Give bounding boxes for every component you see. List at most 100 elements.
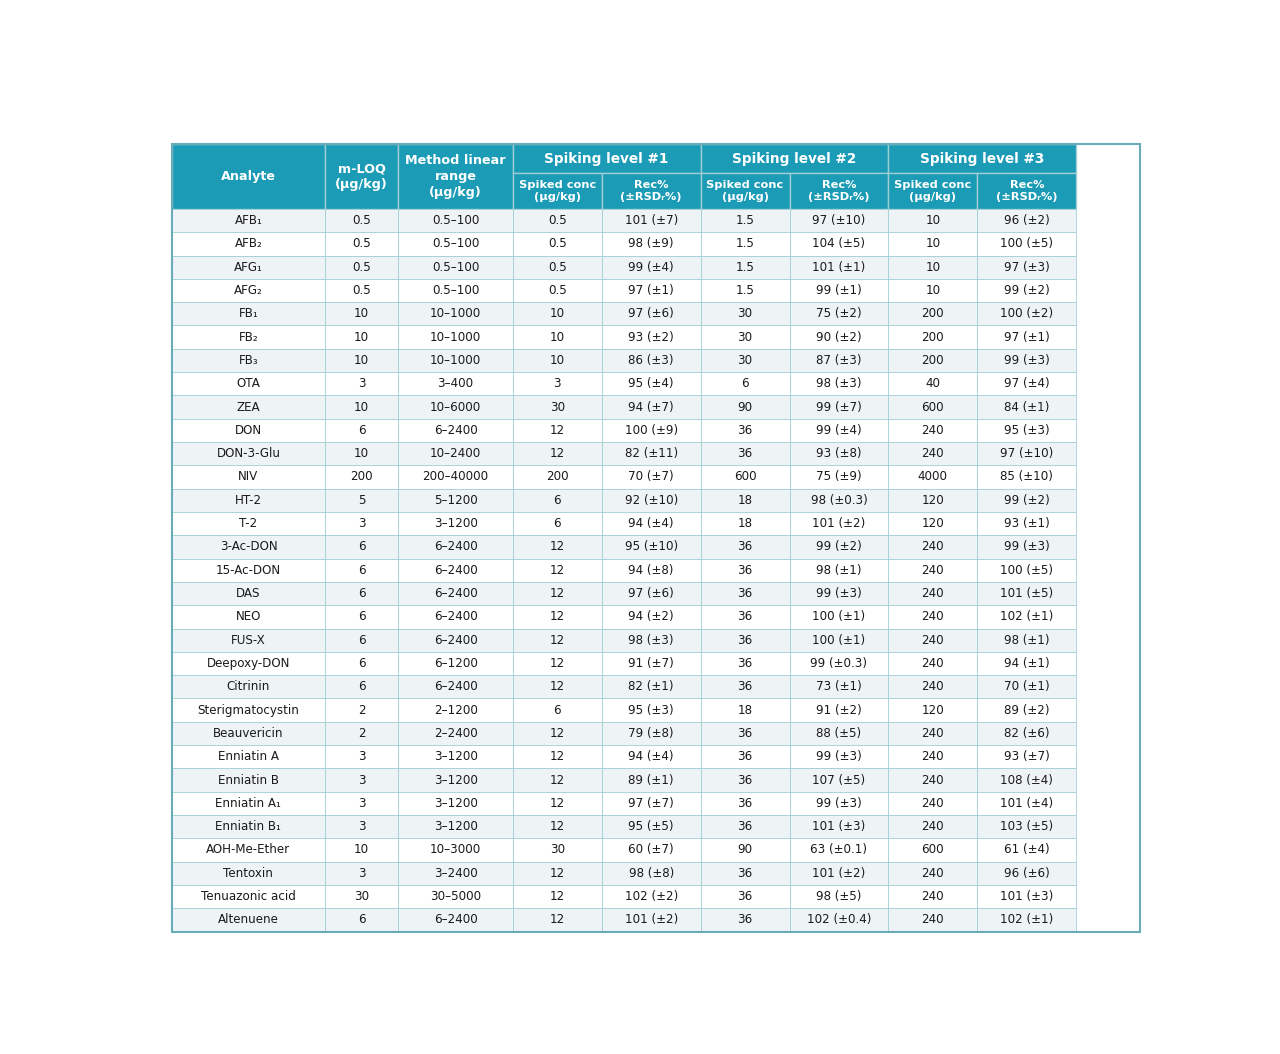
Text: 100 (±5): 100 (±5)	[1000, 564, 1053, 577]
Text: 89 (±1): 89 (±1)	[628, 774, 673, 786]
Bar	[602, 861, 700, 885]
Text: 3–1200: 3–1200	[434, 774, 477, 786]
Text: 15-Ac-DON: 15-Ac-DON	[216, 564, 280, 577]
Text: 101 (±2): 101 (±2)	[813, 866, 865, 880]
Text: 2: 2	[358, 704, 366, 717]
Text: 36: 36	[737, 820, 753, 833]
Bar	[790, 395, 888, 418]
Bar	[602, 699, 700, 722]
Text: 73 (±1): 73 (±1)	[817, 680, 861, 694]
Bar	[398, 349, 513, 372]
Text: 1.5: 1.5	[736, 214, 754, 227]
Text: 101 (±4): 101 (±4)	[1000, 797, 1053, 809]
Bar	[602, 418, 700, 442]
Text: 91 (±7): 91 (±7)	[628, 657, 675, 670]
Text: 90 (±2): 90 (±2)	[817, 331, 861, 344]
Bar	[172, 465, 325, 489]
Bar	[398, 745, 513, 768]
Bar	[790, 582, 888, 605]
Text: 82 (±11): 82 (±11)	[625, 447, 677, 461]
Text: 120: 120	[922, 518, 945, 530]
Bar	[398, 442, 513, 465]
Text: 12: 12	[549, 750, 564, 763]
Bar	[700, 582, 790, 605]
Bar	[700, 465, 790, 489]
Bar	[172, 512, 325, 535]
Text: 82 (±6): 82 (±6)	[1004, 727, 1050, 740]
Text: 6–2400: 6–2400	[434, 564, 477, 577]
Bar	[513, 349, 602, 372]
Text: 30: 30	[737, 308, 753, 320]
Text: 95 (±4): 95 (±4)	[628, 377, 673, 390]
Bar	[790, 885, 888, 909]
Bar	[602, 255, 700, 279]
Text: 3: 3	[358, 866, 366, 880]
Text: Spiking level #1: Spiking level #1	[544, 152, 669, 165]
Bar	[978, 173, 1076, 209]
Text: 5: 5	[358, 493, 365, 507]
Text: 6: 6	[358, 424, 366, 436]
Bar	[888, 442, 978, 465]
Text: 0.5–100: 0.5–100	[431, 214, 479, 227]
Text: FB₃: FB₃	[238, 354, 259, 367]
Bar	[325, 861, 398, 885]
Bar	[790, 722, 888, 745]
Text: 94 (±1): 94 (±1)	[1004, 657, 1050, 670]
Bar	[602, 582, 700, 605]
Text: 96 (±2): 96 (±2)	[1004, 214, 1050, 227]
Text: 36: 36	[737, 587, 753, 600]
Bar	[790, 279, 888, 302]
Bar	[888, 909, 978, 932]
Text: 12: 12	[549, 797, 564, 809]
Bar	[888, 745, 978, 768]
Bar	[602, 792, 700, 815]
Bar	[888, 535, 978, 559]
Bar	[700, 559, 790, 582]
Text: 2–2400: 2–2400	[434, 727, 477, 740]
Bar	[602, 512, 700, 535]
Bar	[888, 144, 1076, 173]
Text: 1.5: 1.5	[736, 260, 754, 274]
Text: 97 (±6): 97 (±6)	[628, 308, 675, 320]
Bar	[172, 838, 325, 861]
Bar	[398, 279, 513, 302]
Text: Deepoxy-DON: Deepoxy-DON	[206, 657, 291, 670]
Text: 240: 240	[922, 633, 945, 647]
Text: 97 (±10): 97 (±10)	[813, 214, 865, 227]
Text: 0.5: 0.5	[548, 214, 567, 227]
Bar	[700, 349, 790, 372]
Text: 93 (±1): 93 (±1)	[1004, 518, 1050, 530]
Text: 6–2400: 6–2400	[434, 633, 477, 647]
Text: 97 (±1): 97 (±1)	[1004, 331, 1050, 344]
Bar	[513, 885, 602, 909]
Text: 3: 3	[358, 797, 366, 809]
Text: 12: 12	[549, 774, 564, 786]
Bar	[172, 326, 325, 349]
Bar	[790, 209, 888, 232]
Bar	[602, 605, 700, 628]
Text: 36: 36	[737, 890, 753, 903]
Bar	[700, 255, 790, 279]
Bar	[602, 745, 700, 768]
Bar	[172, 144, 325, 209]
Bar	[398, 535, 513, 559]
Text: 97 (±7): 97 (±7)	[628, 797, 675, 809]
Text: AFG₁: AFG₁	[234, 260, 262, 274]
Text: Rec%
(±RSDᵣ%): Rec% (±RSDᵣ%)	[621, 179, 682, 202]
Text: 240: 240	[922, 610, 945, 623]
Text: 36: 36	[737, 564, 753, 577]
Bar	[978, 209, 1076, 232]
Bar	[888, 628, 978, 651]
Bar	[978, 676, 1076, 699]
Text: 10–1000: 10–1000	[430, 354, 481, 367]
Text: 92 (±10): 92 (±10)	[625, 493, 678, 507]
Bar	[513, 465, 602, 489]
Bar	[888, 349, 978, 372]
Bar	[978, 885, 1076, 909]
Text: 18: 18	[737, 704, 753, 717]
Text: 18: 18	[737, 493, 753, 507]
Bar	[700, 209, 790, 232]
Text: 96 (±6): 96 (±6)	[1004, 866, 1050, 880]
Bar	[398, 676, 513, 699]
Bar	[790, 465, 888, 489]
